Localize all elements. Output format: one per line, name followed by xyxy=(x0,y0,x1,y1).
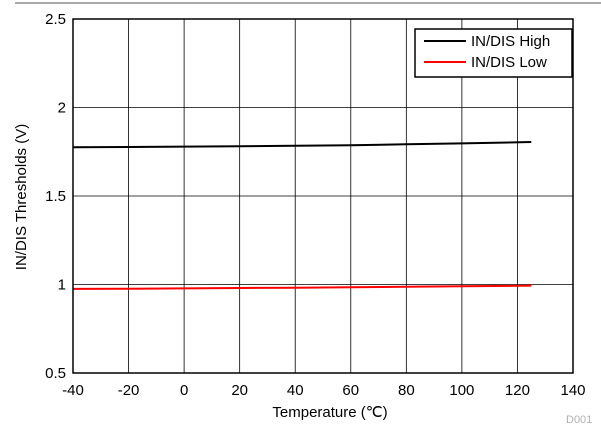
x-tick-label: 120 xyxy=(505,382,530,399)
x-tick-label: 80 xyxy=(398,382,415,399)
y-axis-label: IN/DIS Thresholds (V) xyxy=(13,124,30,270)
y-tick-label: 0.5 xyxy=(45,365,66,382)
x-tick-label: -20 xyxy=(118,382,140,399)
y-tick-labels: 0.5 1 1.5 2 2.5 xyxy=(45,11,66,382)
x-tick-label: 140 xyxy=(560,382,585,399)
x-tick-label: 0 xyxy=(180,382,188,399)
plot-frame xyxy=(72,18,574,374)
series-line-high xyxy=(72,141,532,149)
series-line-low xyxy=(72,284,532,290)
x-tick-labels: -40 -20 0 20 40 60 80 100 120 140 xyxy=(62,382,585,399)
legend-label-low: IN/DIS Low xyxy=(471,54,547,71)
y-tick-label: 2.5 xyxy=(45,11,66,28)
legend-box xyxy=(414,28,573,78)
x-tick-label: 60 xyxy=(342,382,359,399)
x-tick-label: 40 xyxy=(287,382,304,399)
x-tick-label: 100 xyxy=(449,382,474,399)
x-tick-label: 20 xyxy=(231,382,248,399)
legend-label-high: IN/DIS High xyxy=(471,33,550,50)
series-lines xyxy=(72,141,532,290)
y-tick-label: 1 xyxy=(58,277,66,294)
legend: IN/DIS High IN/DIS Low xyxy=(414,28,573,78)
y-tick-label: 2 xyxy=(58,100,66,117)
y-tick-label: 1.5 xyxy=(45,188,66,205)
figure-code: D001 xyxy=(566,414,592,425)
x-tick-label: -40 xyxy=(62,382,84,399)
x-axis-label: Temperature (℃) xyxy=(272,404,387,421)
